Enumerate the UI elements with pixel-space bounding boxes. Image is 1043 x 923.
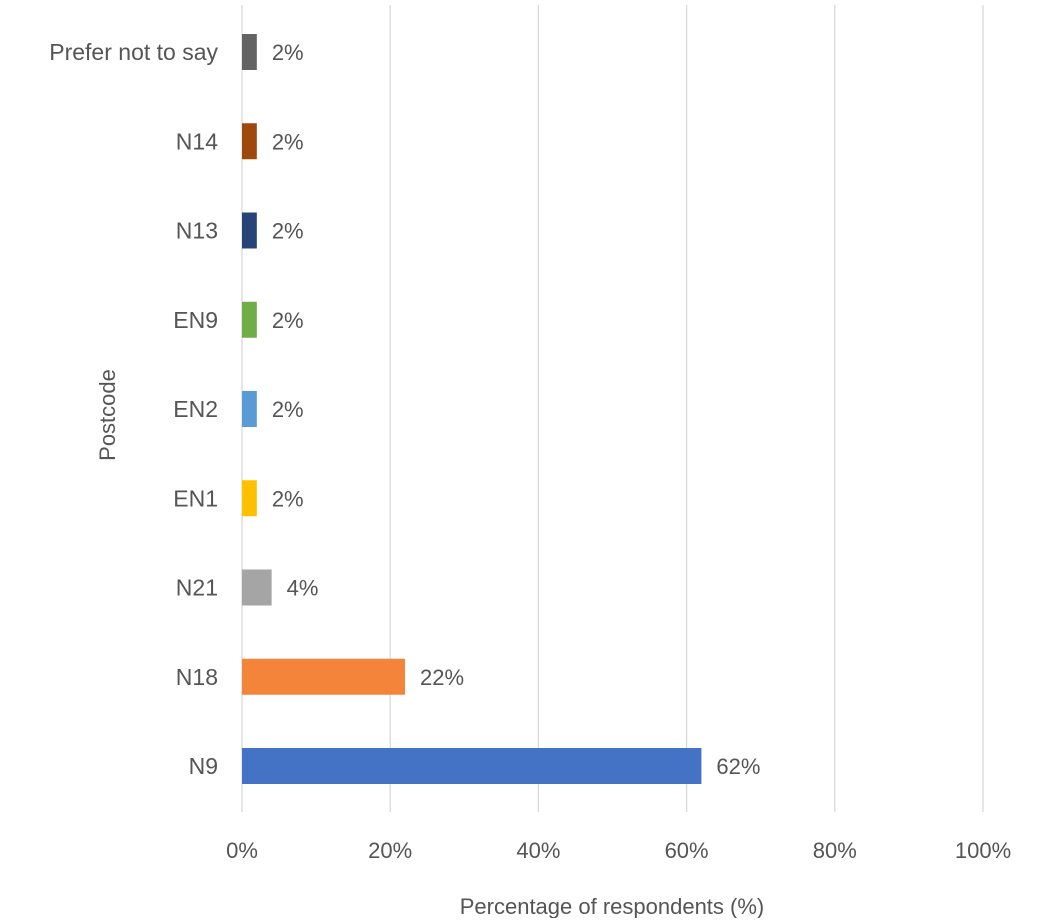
- x-tick-label: 100%: [955, 838, 1011, 863]
- x-tick-label: 40%: [516, 838, 560, 863]
- bar: [242, 748, 702, 784]
- data-label: 2%: [272, 219, 304, 244]
- bar: [242, 391, 257, 427]
- category-label: N18: [176, 664, 218, 690]
- bar: [242, 301, 257, 338]
- category-label: N21: [176, 575, 218, 601]
- category-label: EN9: [173, 307, 218, 333]
- bar: [242, 34, 257, 70]
- category-label: EN2: [173, 396, 218, 422]
- bar: [242, 480, 257, 517]
- bar: [242, 123, 257, 160]
- data-label: 2%: [272, 129, 304, 154]
- data-label: 62%: [716, 754, 760, 779]
- x-tick-label: 20%: [368, 838, 412, 863]
- category-label: N13: [176, 218, 218, 244]
- x-tick-label: 60%: [665, 838, 709, 863]
- data-label: 22%: [420, 665, 464, 690]
- data-label: 2%: [272, 486, 304, 511]
- data-label: 2%: [272, 308, 304, 333]
- x-axis-title: Percentage of respondents (%): [460, 894, 765, 918]
- bar: [242, 212, 257, 249]
- category-labels: N9 N18 N21 EN1 EN2 EN9 N13 N14 Prefer not to say: [49, 39, 218, 779]
- bar: [242, 569, 272, 606]
- category-label: Prefer not to say: [49, 39, 218, 65]
- bars: [242, 34, 702, 784]
- y-axis-title: Postcode: [95, 369, 120, 461]
- x-tick-label: 80%: [813, 838, 857, 863]
- data-label: 2%: [272, 397, 304, 422]
- bar: [242, 658, 406, 695]
- data-label: 4%: [287, 576, 319, 601]
- data-label: 2%: [272, 40, 304, 65]
- category-label: N14: [176, 128, 218, 154]
- category-label: EN1: [173, 485, 218, 511]
- x-tick-labels: 0% 20% 40% 60% 80% 100%: [226, 838, 1011, 863]
- category-label: N9: [189, 753, 218, 779]
- x-tick-label: 0%: [226, 838, 258, 863]
- value-labels: 62% 22% 4% 2% 2% 2% 2% 2% 2%: [272, 40, 761, 779]
